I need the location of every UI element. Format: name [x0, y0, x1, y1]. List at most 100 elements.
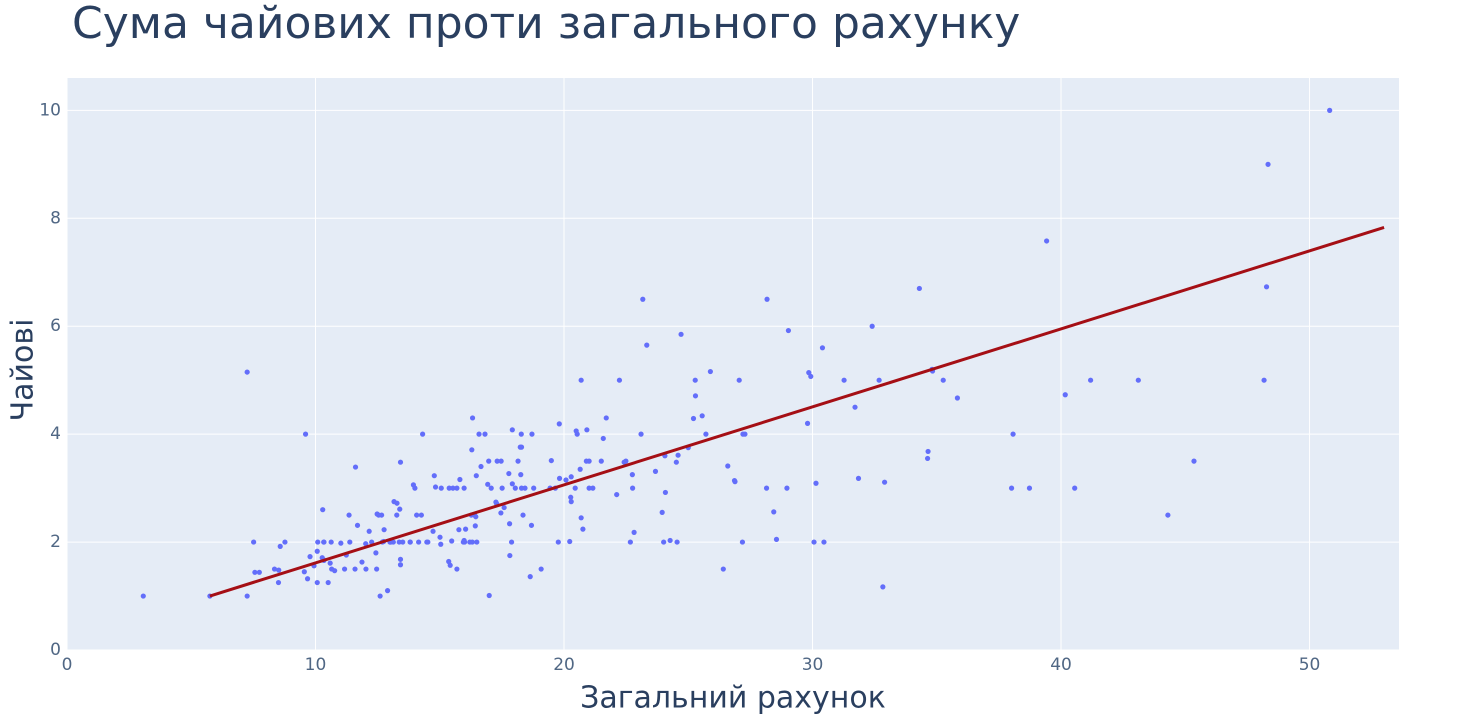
data-point [377, 593, 383, 599]
data-point [631, 529, 637, 535]
data-point [509, 427, 515, 433]
data-point [314, 579, 320, 586]
data-point [379, 512, 385, 518]
data-point [1072, 485, 1078, 491]
data-point [616, 377, 623, 383]
data-point [438, 541, 444, 547]
data-point [446, 485, 452, 491]
data-point [515, 458, 521, 464]
data-point [473, 473, 479, 479]
data-point [563, 477, 569, 483]
data-point [529, 431, 535, 437]
data-point [527, 574, 533, 580]
data-point [638, 431, 644, 437]
data-point [674, 539, 680, 545]
y-tick-label: 8 [50, 208, 61, 228]
data-point [354, 522, 361, 528]
data-point [784, 485, 790, 491]
data-point [603, 415, 609, 421]
data-point [463, 526, 469, 532]
data-point [456, 527, 462, 533]
data-point [430, 528, 436, 534]
data-point [568, 474, 574, 480]
data-point [472, 523, 478, 529]
data-point [352, 464, 359, 470]
data-point [707, 368, 713, 375]
data-point [567, 538, 573, 545]
data-point [252, 569, 258, 575]
data-point [469, 415, 476, 421]
data-point [282, 539, 288, 545]
data-point [506, 521, 513, 527]
data-point [548, 457, 554, 464]
data-point [841, 377, 847, 383]
data-point [586, 485, 592, 491]
data-point [640, 296, 646, 302]
data-point [940, 377, 946, 383]
data-point [486, 592, 492, 599]
data-point [400, 539, 406, 545]
data-point [315, 539, 321, 545]
data-point [692, 393, 699, 399]
data-point [251, 539, 257, 545]
data-point [614, 491, 620, 498]
data-point [568, 499, 574, 505]
data-point [924, 455, 931, 462]
data-point [731, 477, 738, 484]
data-point [327, 560, 333, 566]
data-point [397, 459, 404, 465]
data-point [302, 431, 309, 437]
data-point [397, 562, 404, 568]
data-point [374, 511, 380, 517]
data-point [359, 559, 365, 565]
data-point [485, 481, 491, 487]
data-point [498, 458, 504, 464]
data-point [346, 512, 352, 518]
data-point [508, 539, 515, 545]
data-point [482, 431, 488, 437]
data-point [304, 576, 311, 582]
data-point [518, 431, 524, 437]
data-point [742, 431, 748, 437]
data-point [821, 539, 827, 545]
data-point [454, 485, 460, 491]
data-point [366, 528, 372, 534]
data-point [881, 479, 888, 485]
data-point [662, 489, 669, 496]
data-point [424, 539, 430, 545]
x-tick-label: 20 [553, 655, 575, 675]
data-point [363, 566, 369, 572]
data-point [538, 566, 544, 572]
x-tick-label: 30 [802, 655, 824, 675]
data-point [1010, 431, 1016, 437]
data-point [644, 342, 650, 348]
data-point [394, 500, 400, 506]
data-point [450, 485, 456, 491]
data-point [916, 285, 922, 292]
y-axis-label: Чайові [6, 319, 41, 422]
x-tick-label: 10 [305, 655, 327, 675]
data-point [420, 431, 426, 437]
data-point [598, 458, 604, 464]
data-point [499, 485, 505, 491]
data-point [277, 543, 283, 549]
data-point [462, 539, 468, 545]
data-point [556, 421, 562, 427]
data-point [431, 473, 437, 479]
x-tick-label: 40 [1050, 655, 1072, 675]
data-point [1062, 392, 1068, 398]
data-point [1165, 512, 1171, 518]
data-point [325, 579, 331, 586]
data-point [320, 507, 326, 513]
data-point [764, 296, 770, 302]
x-axis-label: Загальний рахунок [580, 681, 886, 716]
y-tick-label: 6 [50, 316, 61, 336]
data-point [678, 331, 684, 337]
data-point [412, 485, 418, 491]
data-point [675, 452, 681, 458]
data-point [314, 548, 320, 554]
data-point [880, 584, 886, 590]
data-point [630, 485, 636, 491]
data-point [509, 481, 515, 487]
